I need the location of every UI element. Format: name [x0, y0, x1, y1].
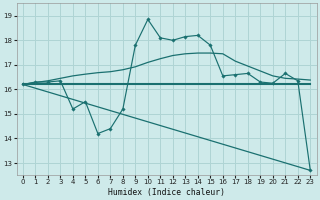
- X-axis label: Humidex (Indice chaleur): Humidex (Indice chaleur): [108, 188, 225, 197]
